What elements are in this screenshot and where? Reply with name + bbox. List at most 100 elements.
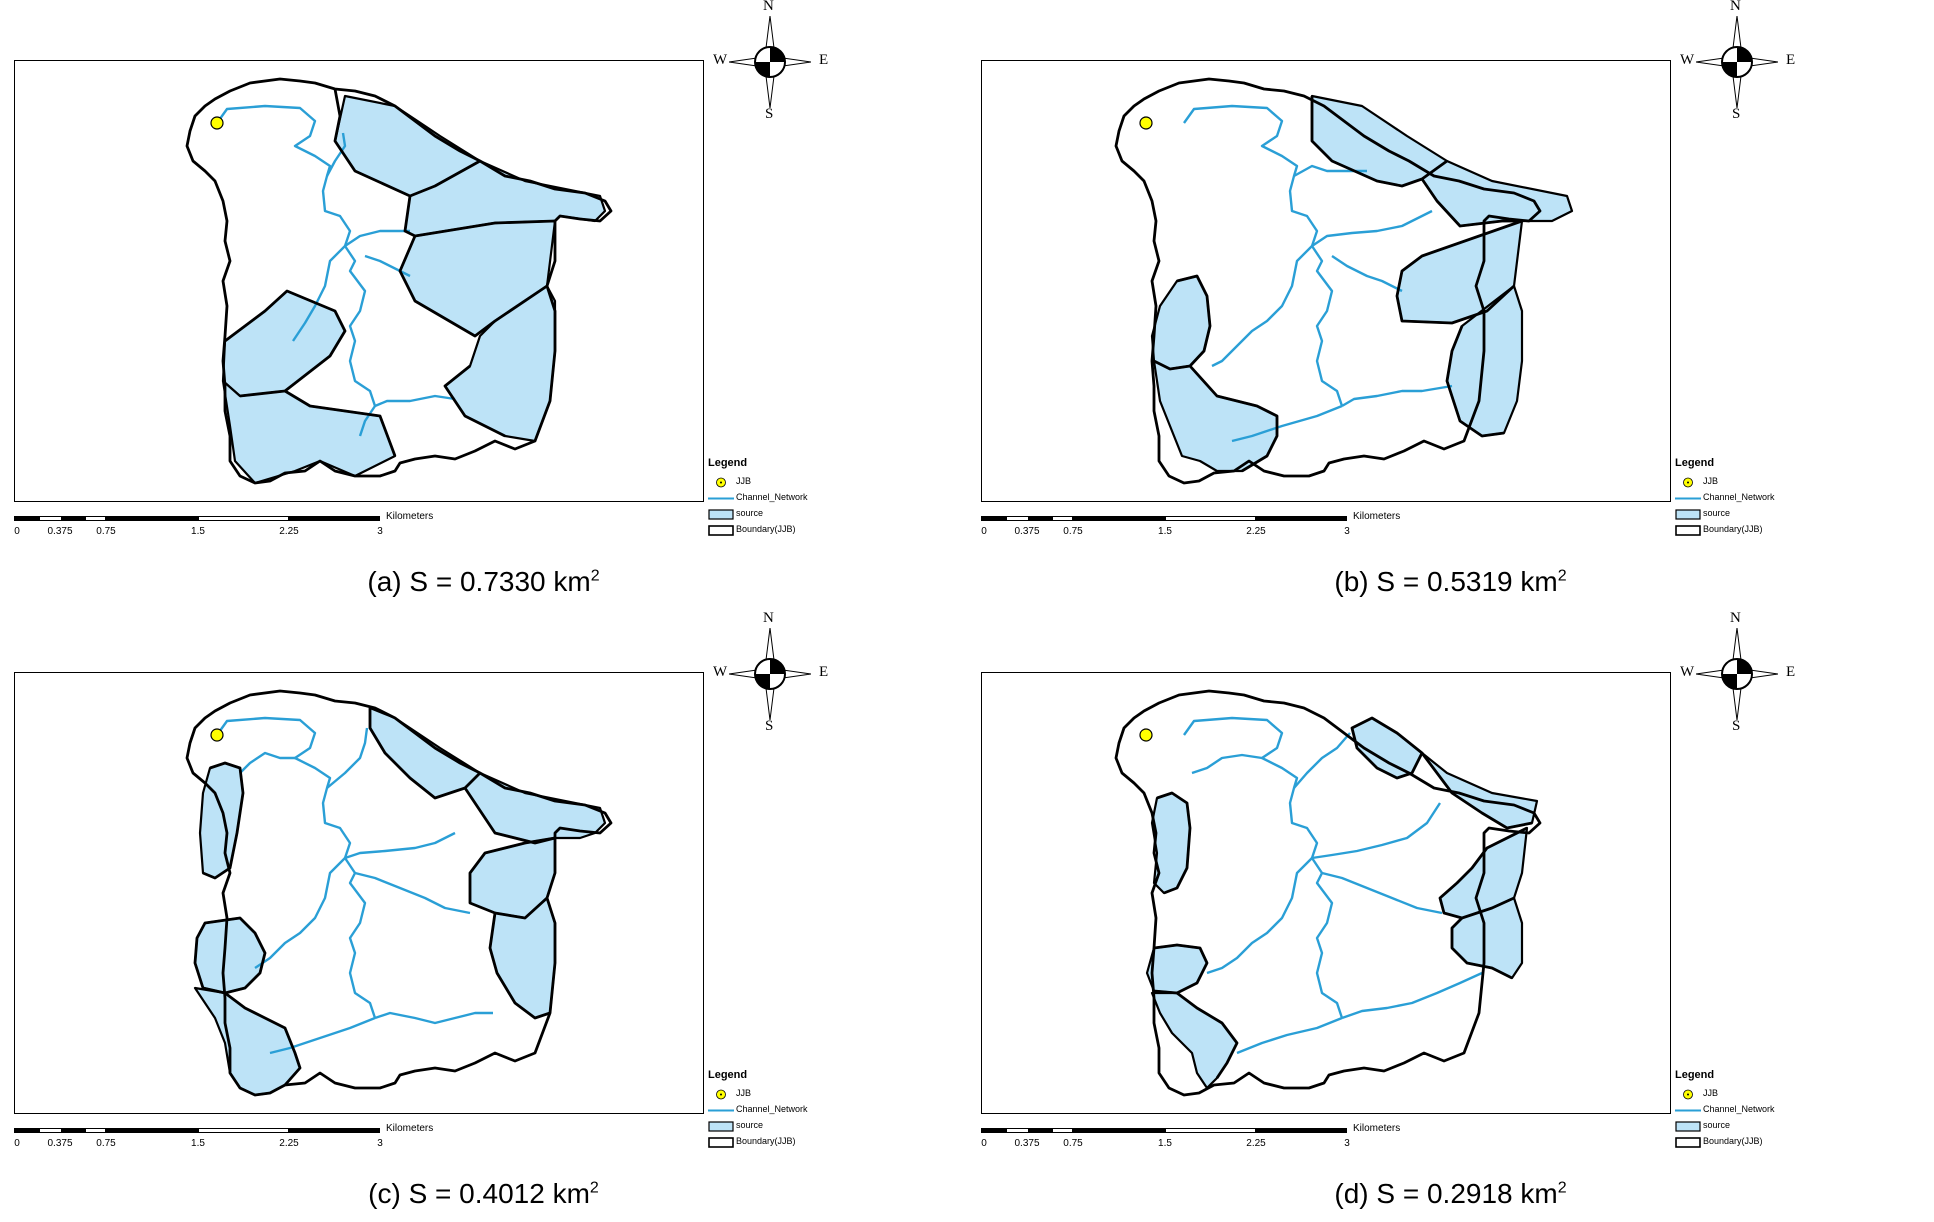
- channel-segment: [1293, 732, 1351, 789]
- channel-segment: [216, 716, 377, 1019]
- channel-segment: [358, 405, 376, 437]
- legend-item-channel: Channel_Network: [1675, 491, 1825, 507]
- legend-label: JJB: [1703, 476, 1719, 486]
- channel-segment: [1321, 871, 1443, 915]
- fill-swatch-icon: [708, 509, 734, 520]
- legend-item-outlet: JJB: [1675, 1087, 1825, 1103]
- outlet-icon: [1683, 1089, 1693, 1100]
- channel-segment: [216, 104, 377, 407]
- legend-label: Boundary(JJB): [1703, 1136, 1763, 1146]
- watershed-boundary: [185, 689, 613, 1097]
- source-area: [193, 986, 302, 1097]
- panel-a: N W E S Legend JJB Channel_Network sourc…: [0, 0, 967, 610]
- fill-swatch-icon: [1675, 509, 1701, 520]
- fill-swatch-icon: [708, 1121, 734, 1132]
- channel-segment: [1311, 802, 1442, 860]
- legend-item-source: source: [1675, 507, 1825, 523]
- channel-segment: [326, 727, 369, 789]
- subbasin-divides: [1153, 96, 1523, 473]
- channel-segment: [1231, 404, 1343, 443]
- outlet-point: [210, 116, 224, 130]
- scale-tick: 3: [377, 526, 383, 537]
- legend-item-boundary: Boundary(JJB): [708, 523, 858, 539]
- compass-e: E: [819, 664, 829, 680]
- legend-item-source: source: [708, 1119, 858, 1135]
- watershed-map: [1114, 689, 1542, 1097]
- channel-segment: [292, 245, 346, 342]
- north-arrow: N W E S: [705, 0, 835, 122]
- subbasin-divides: [1153, 716, 1533, 1079]
- source-area: [198, 761, 245, 880]
- scale-tick: 1.5: [191, 526, 205, 537]
- channel-network: [216, 716, 493, 1055]
- channel-segment: [1206, 857, 1313, 975]
- channel-segment: [325, 132, 347, 177]
- north-arrow: N W E S: [1672, 610, 1802, 734]
- north-arrow: N W E S: [1672, 0, 1802, 122]
- compass-n: N: [1730, 0, 1741, 14]
- caption-superscript: 2: [590, 567, 600, 585]
- scale-tick: 0.75: [96, 1138, 116, 1149]
- channel-segment: [269, 1016, 376, 1055]
- north-arrow: N W E S: [705, 610, 835, 734]
- source-area: [1152, 359, 1279, 473]
- source-areas: [221, 94, 607, 485]
- scale-tick: 0: [981, 526, 987, 537]
- outlet-icon: [716, 477, 726, 488]
- legend-label: Channel_Network: [1703, 492, 1775, 502]
- outlet-point: [1139, 728, 1153, 742]
- scale-tick: 1.5: [191, 1138, 205, 1149]
- caption-superscript: 2: [1557, 1179, 1567, 1197]
- legend-label: source: [1703, 508, 1731, 518]
- panel-caption: (c) S = 0.4012 km2: [0, 1178, 967, 1210]
- watershed-map: [1114, 77, 1574, 485]
- legend-label: JJB: [1703, 1088, 1719, 1098]
- watershed-map: [185, 77, 613, 485]
- caption-text: (d) S = 0.2918 km: [1334, 1178, 1558, 1209]
- channel-segment: [364, 254, 411, 278]
- legend-label: JJB: [736, 476, 752, 486]
- legend-item-outlet: JJB: [1675, 475, 1825, 491]
- legend-item-boundary: Boundary(JJB): [708, 1135, 858, 1151]
- legend-label: Boundary(JJB): [736, 1136, 796, 1146]
- legend-title: Legend: [708, 457, 748, 469]
- scale-tick: 0: [981, 1138, 987, 1149]
- scale-tick: 0: [14, 526, 20, 537]
- subbasin-divides: [193, 708, 556, 1086]
- source-area: [1420, 751, 1539, 830]
- scale-unit: Kilometers: [386, 1123, 434, 1134]
- scale-tick: 1.5: [1158, 526, 1172, 537]
- line-icon: [708, 1109, 734, 1112]
- legend-title: Legend: [1675, 457, 1715, 469]
- scale-tick: 2.25: [1246, 526, 1266, 537]
- outlet-icon: [716, 1089, 726, 1100]
- legend-title: Legend: [1675, 1069, 1715, 1081]
- scale-bar: 0 0.375 0.75 1.5 2.25 3 Kilometers: [14, 511, 434, 552]
- legend-item-outlet: JJB: [708, 1087, 858, 1103]
- legend-label: Channel_Network: [1703, 1104, 1775, 1114]
- watershed-boundary: [1114, 689, 1542, 1097]
- legend-item-source: source: [708, 507, 858, 523]
- scale-tick: 0.375: [1014, 1138, 1040, 1149]
- legend-item-boundary: Boundary(JJB): [1675, 523, 1825, 539]
- compass-e: E: [819, 52, 829, 68]
- legend: Legend JJB Channel_Network source Bounda…: [1675, 1069, 1825, 1159]
- channel-segment: [1183, 716, 1344, 1019]
- compass-rose-icon: [729, 16, 811, 108]
- channel-segment: [254, 857, 346, 969]
- outlet-icon: [1683, 477, 1693, 488]
- scale-bar: 0 0.375 0.75 1.5 2.25 3 Kilometers: [14, 1123, 434, 1164]
- compass-e: E: [1786, 664, 1796, 680]
- line-icon: [708, 497, 734, 500]
- channel-network: [1183, 104, 1453, 443]
- legend-title: Legend: [708, 1069, 748, 1081]
- source-area: [1145, 943, 1209, 995]
- caption-superscript: 2: [589, 1179, 599, 1197]
- scale-tick: 0.375: [1014, 526, 1040, 537]
- legend-label: source: [1703, 1120, 1731, 1130]
- watershed-boundary: [185, 77, 613, 485]
- caption-text: (b) S = 0.5319 km: [1334, 566, 1558, 597]
- scale-bar: 0 0.375 0.75 1.5 2.25 3 Kilometers: [981, 511, 1401, 552]
- legend-item-channel: Channel_Network: [708, 1103, 858, 1119]
- compass-rose-icon: [1696, 628, 1778, 720]
